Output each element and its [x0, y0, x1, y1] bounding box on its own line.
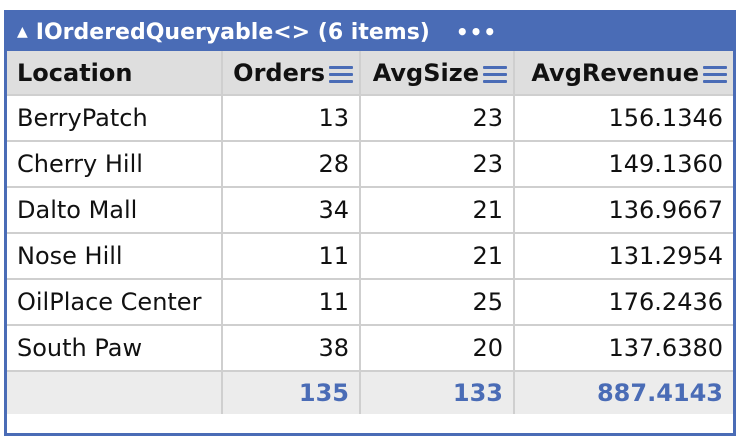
- cell-location: South Paw: [7, 325, 223, 372]
- column-menu-icon[interactable]: [483, 65, 507, 83]
- results-table: Location Orders AvgSize AvgRevenue Berry…: [7, 51, 733, 414]
- table-row: Nose Hill 11 21 131.2954: [7, 233, 733, 280]
- totals-label-cell: [7, 371, 223, 414]
- cell-orders: 13: [222, 95, 361, 142]
- cell-avgrevenue: 176.2436: [514, 279, 733, 326]
- cell-location: Cherry Hill: [7, 141, 223, 188]
- cell-avgsize: 21: [360, 233, 515, 280]
- table-row: BerryPatch 13 23 156.1346: [7, 95, 733, 142]
- cell-location: OilPlace Center: [7, 279, 223, 326]
- collapse-triangle-icon[interactable]: ▲: [17, 24, 28, 40]
- cell-avgsize: 21: [360, 187, 515, 234]
- cell-avgsize: 23: [360, 95, 515, 142]
- totals-row: 135 133 887.4143: [7, 371, 733, 414]
- total-orders: 135: [222, 371, 361, 414]
- cell-orders: 11: [222, 279, 361, 326]
- header-row: Location Orders AvgSize AvgRevenue: [7, 51, 733, 96]
- cell-orders: 11: [222, 233, 361, 280]
- cell-avgrevenue: 131.2954: [514, 233, 733, 280]
- more-options-icon[interactable]: •••: [455, 20, 498, 44]
- table-row: South Paw 38 20 137.6380: [7, 325, 733, 372]
- cell-avgrevenue: 149.1360: [514, 141, 733, 188]
- cell-location: Dalto Mall: [7, 187, 223, 234]
- column-header-location[interactable]: Location: [7, 51, 223, 96]
- table-row: Dalto Mall 34 21 136.9667: [7, 187, 733, 234]
- column-header-avgsize[interactable]: AvgSize: [360, 51, 515, 96]
- table-row: OilPlace Center 11 25 176.2436: [7, 279, 733, 326]
- cell-location: BerryPatch: [7, 95, 223, 142]
- total-avgsize: 133: [360, 371, 515, 414]
- column-header-avgrevenue[interactable]: AvgRevenue: [514, 51, 733, 96]
- cell-avgsize: 25: [360, 279, 515, 326]
- cell-orders: 34: [222, 187, 361, 234]
- cell-orders: 28: [222, 141, 361, 188]
- column-menu-icon[interactable]: [329, 65, 353, 83]
- result-titlebar[interactable]: ▲ IOrderedQueryable<> (6 items) •••: [7, 13, 733, 51]
- cell-avgsize: 20: [360, 325, 515, 372]
- column-header-orders[interactable]: Orders: [222, 51, 361, 96]
- cell-location: Nose Hill: [7, 233, 223, 280]
- total-avgrevenue: 887.4143: [514, 371, 733, 414]
- cell-avgrevenue: 136.9667: [514, 187, 733, 234]
- cell-orders: 38: [222, 325, 361, 372]
- cell-avgrevenue: 156.1346: [514, 95, 733, 142]
- table-row: Cherry Hill 28 23 149.1360: [7, 141, 733, 188]
- query-result-panel: ▲ IOrderedQueryable<> (6 items) ••• Loca…: [4, 10, 736, 436]
- column-menu-icon[interactable]: [703, 65, 727, 83]
- cell-avgsize: 23: [360, 141, 515, 188]
- cell-avgrevenue: 137.6380: [514, 325, 733, 372]
- result-title: IOrderedQueryable<> (6 items): [35, 19, 430, 45]
